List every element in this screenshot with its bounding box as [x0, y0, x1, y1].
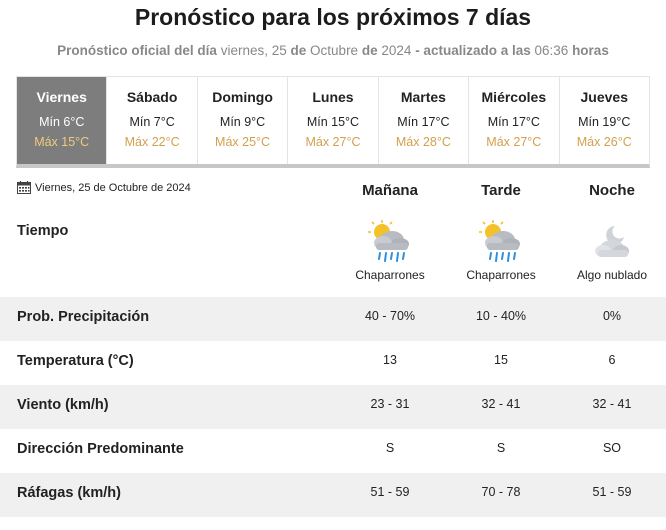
day-tab-martes[interactable]: Martes Mín 17°C Máx 28°C: [378, 77, 470, 164]
page-subtitle: Pronóstico oficial del día viernes, 25 d…: [0, 43, 666, 58]
partly-cloudy-night-icon: [595, 226, 629, 257]
day-min-temp: Mín 9°C: [219, 115, 266, 129]
day-max-temp: Máx 15°C: [34, 135, 90, 149]
row-value-tarde: 15: [494, 353, 508, 367]
column-header-manana: Mañana: [362, 182, 418, 199]
subtitle-updated: - actualizado a las: [415, 43, 531, 58]
day-tab-lunes[interactable]: Lunes Mín 15°C Máx 27°C: [288, 77, 379, 164]
row-temperatura: Temperatura (°C) 13 15 6: [0, 341, 666, 385]
subtitle-prefix: Pronóstico oficial del día: [57, 43, 217, 58]
weather-text: Chaparrones: [466, 268, 536, 282]
day-max-temp: Máx 28°C: [395, 135, 451, 149]
day-max-temp: Máx 27°C: [486, 135, 542, 149]
detail-date-text: Viernes, 25 de Octubre de 2024: [35, 181, 191, 194]
row-value-noche: 51 - 59: [592, 485, 632, 499]
day-max-temp: Máx 22°C: [124, 135, 180, 149]
subtitle-date: viernes, 25: [220, 43, 287, 58]
day-tab-sabado[interactable]: Sábado Mín 7°C Máx 22°C: [107, 77, 198, 164]
rain-showers-icon: [368, 220, 409, 262]
subtitle-month: Octubre: [310, 43, 359, 58]
day-tab-viernes[interactable]: Viernes Mín 6°C Máx 15°C: [17, 77, 108, 164]
row-value-noche: 6: [608, 353, 616, 367]
row-value-noche: SO: [602, 441, 622, 455]
row-value-tarde: S: [496, 441, 506, 455]
row-direccion: Dirección Predominante S S SO: [0, 429, 666, 473]
day-name: Domingo: [212, 89, 273, 105]
calendar-icon: [17, 181, 31, 194]
row-value-manana: 51 - 59: [370, 485, 410, 499]
day-min-temp: Mín 19°C: [578, 115, 631, 129]
subtitle-de-2: de: [361, 43, 378, 58]
day-min-temp: Mín 17°C: [487, 115, 540, 129]
page-title: Pronóstico para los próximos 7 días: [134, 4, 532, 30]
subtitle-year: 2024: [381, 43, 412, 58]
day-tab-jueves[interactable]: Jueves Mín 19°C Máx 26°C: [559, 77, 649, 164]
day-tabs: Viernes Mín 6°C Máx 15°C Sábado Mín 7°C …: [16, 76, 650, 168]
row-value-manana: S: [385, 441, 395, 455]
row-rafagas: Ráfagas (km/h) 51 - 59 70 - 78 51 - 59: [0, 473, 666, 517]
day-name: Viernes: [36, 89, 87, 105]
column-header-tarde: Tarde: [481, 182, 521, 199]
day-name: Jueves: [580, 89, 628, 105]
weather-text: Algo nublado: [576, 268, 648, 282]
day-name: Miércoles: [481, 89, 547, 105]
row-value-noche: 0%: [602, 309, 622, 323]
day-max-temp: Máx 25°C: [215, 135, 271, 149]
row-value-manana: 40 - 70%: [364, 309, 416, 323]
day-name: Lunes: [312, 89, 354, 105]
day-min-temp: Mín 15°C: [306, 115, 360, 129]
detail-date: Viernes, 25 de Octubre de 2024: [17, 181, 191, 194]
day-min-temp: Mín 7°C: [129, 115, 175, 129]
day-max-temp: Máx 26°C: [576, 135, 632, 149]
tiempo-label: Tiempo: [17, 223, 69, 239]
day-tab-miercoles[interactable]: Miércoles Mín 17°C Máx 27°C: [469, 77, 560, 164]
row-label: Temperatura (°C): [17, 353, 134, 369]
row-value-manana: 23 - 31: [370, 397, 410, 411]
row-value-manana: 13: [383, 353, 397, 367]
subtitle-de-1: de: [290, 43, 307, 58]
day-name: Martes: [400, 89, 446, 105]
day-min-temp: Mín 6°C: [39, 115, 85, 129]
day-name: Sábado: [126, 89, 178, 105]
row-label: Viento (km/h): [17, 397, 109, 413]
row-label: Prob. Precipitación: [17, 309, 150, 325]
row-value-noche: 32 - 41: [592, 397, 632, 411]
day-tab-domingo[interactable]: Domingo Mín 9°C Máx 25°C: [197, 77, 289, 164]
rain-showers-icon: [479, 220, 520, 262]
subtitle-time: 06:36: [534, 43, 569, 58]
day-min-temp: Mín 17°C: [397, 115, 450, 129]
row-value-tarde: 10 - 40%: [475, 309, 527, 323]
weather-text: Chaparrones: [355, 268, 425, 282]
row-precipitacion: Prob. Precipitación 40 - 70% 10 - 40% 0%: [0, 297, 666, 341]
weather-tarde: Chaparrones: [441, 220, 561, 282]
row-value-tarde: 32 - 41: [481, 397, 521, 411]
row-label: Dirección Predominante: [17, 441, 184, 457]
row-value-tarde: 70 - 78: [481, 485, 521, 499]
row-viento: Viento (km/h) 23 - 31 32 - 41 32 - 41: [0, 385, 666, 429]
column-header-noche: Noche: [589, 182, 635, 199]
row-label: Ráfagas (km/h): [17, 485, 121, 501]
weather-noche: Algo nublado: [552, 220, 666, 282]
subtitle-hours: horas: [572, 43, 609, 58]
day-max-temp: Máx 27°C: [305, 135, 361, 149]
weather-manana: Chaparrones: [330, 220, 450, 282]
